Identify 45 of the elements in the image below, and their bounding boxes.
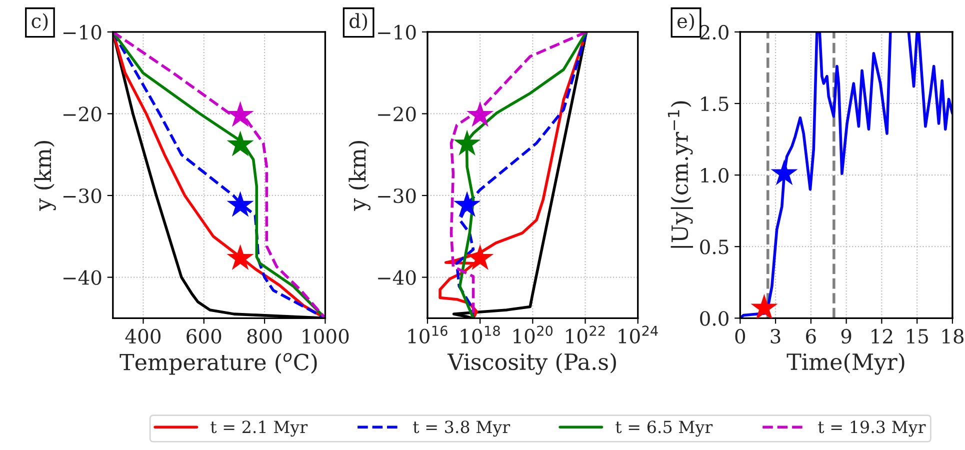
y-tick-label: −30 bbox=[378, 188, 416, 204]
x-axis-title: Time(Myr) bbox=[786, 352, 904, 375]
point bbox=[226, 191, 254, 217]
y-tick-label: −10 bbox=[64, 24, 102, 40]
x-tick-label: 10$^{22}$ bbox=[566, 326, 605, 344]
y-tick-label: 1.0 bbox=[701, 168, 728, 183]
y-axis-title: |Uy|(cm.yr$^{−1}$) bbox=[668, 101, 694, 248]
y-tick-label: −40 bbox=[378, 270, 416, 285]
x-tick-label: 600 bbox=[186, 328, 222, 344]
y-tick-label: −20 bbox=[64, 106, 102, 122]
x-tick-label: 9 bbox=[841, 328, 852, 344]
x-axis-title: Viscosity (Pa.s) bbox=[447, 352, 616, 375]
y-tick-label: −20 bbox=[378, 106, 416, 122]
x-tick-label: 400 bbox=[125, 328, 160, 344]
legend-label: t = 3.8 Myr bbox=[413, 420, 510, 437]
y-tick-label: 0.0 bbox=[700, 311, 728, 326]
x-tick-label: 12 bbox=[872, 328, 892, 344]
y-axis-title: y (km) bbox=[34, 141, 56, 211]
y-tick-label: −10 bbox=[378, 24, 416, 40]
legend-label: t = 2.1 Myr bbox=[210, 420, 308, 437]
y-tick-label: 1.5 bbox=[701, 96, 728, 112]
text: e) bbox=[677, 13, 694, 31]
text: c) bbox=[32, 13, 48, 31]
legend-label: t = 6.5 Myr bbox=[616, 420, 713, 437]
y-tick-label: −30 bbox=[64, 188, 102, 204]
y-tick-label: −40 bbox=[64, 270, 102, 285]
text: d) bbox=[350, 13, 368, 31]
x-tick-label: 10$^{20}$ bbox=[514, 326, 553, 344]
x-tick-label: 15 bbox=[907, 328, 928, 344]
point bbox=[226, 101, 254, 127]
x-tick-label: 10$^{18}$ bbox=[460, 326, 500, 344]
x-tick-label: 3 bbox=[770, 328, 780, 344]
point bbox=[226, 130, 254, 156]
x-tick-label: 0 bbox=[735, 328, 746, 344]
x-axis-title: Temperature ($^{o}$C) bbox=[120, 352, 317, 375]
x-tick-label: 10$^{16}$ bbox=[408, 326, 448, 344]
point bbox=[226, 244, 254, 270]
x-tick-label: 6 bbox=[806, 328, 816, 344]
x-tick-label: 10$^{24}$ bbox=[618, 326, 658, 344]
x-tick-label: 18 bbox=[942, 328, 964, 344]
y-tick-label: 0.5 bbox=[700, 240, 728, 254]
legend-label: t = 19.3 Myr bbox=[818, 420, 926, 437]
y-axis-title: y (km) bbox=[348, 141, 370, 211]
x-tick-label: 1000 bbox=[302, 328, 349, 344]
x-tick-label: 800 bbox=[247, 328, 282, 344]
